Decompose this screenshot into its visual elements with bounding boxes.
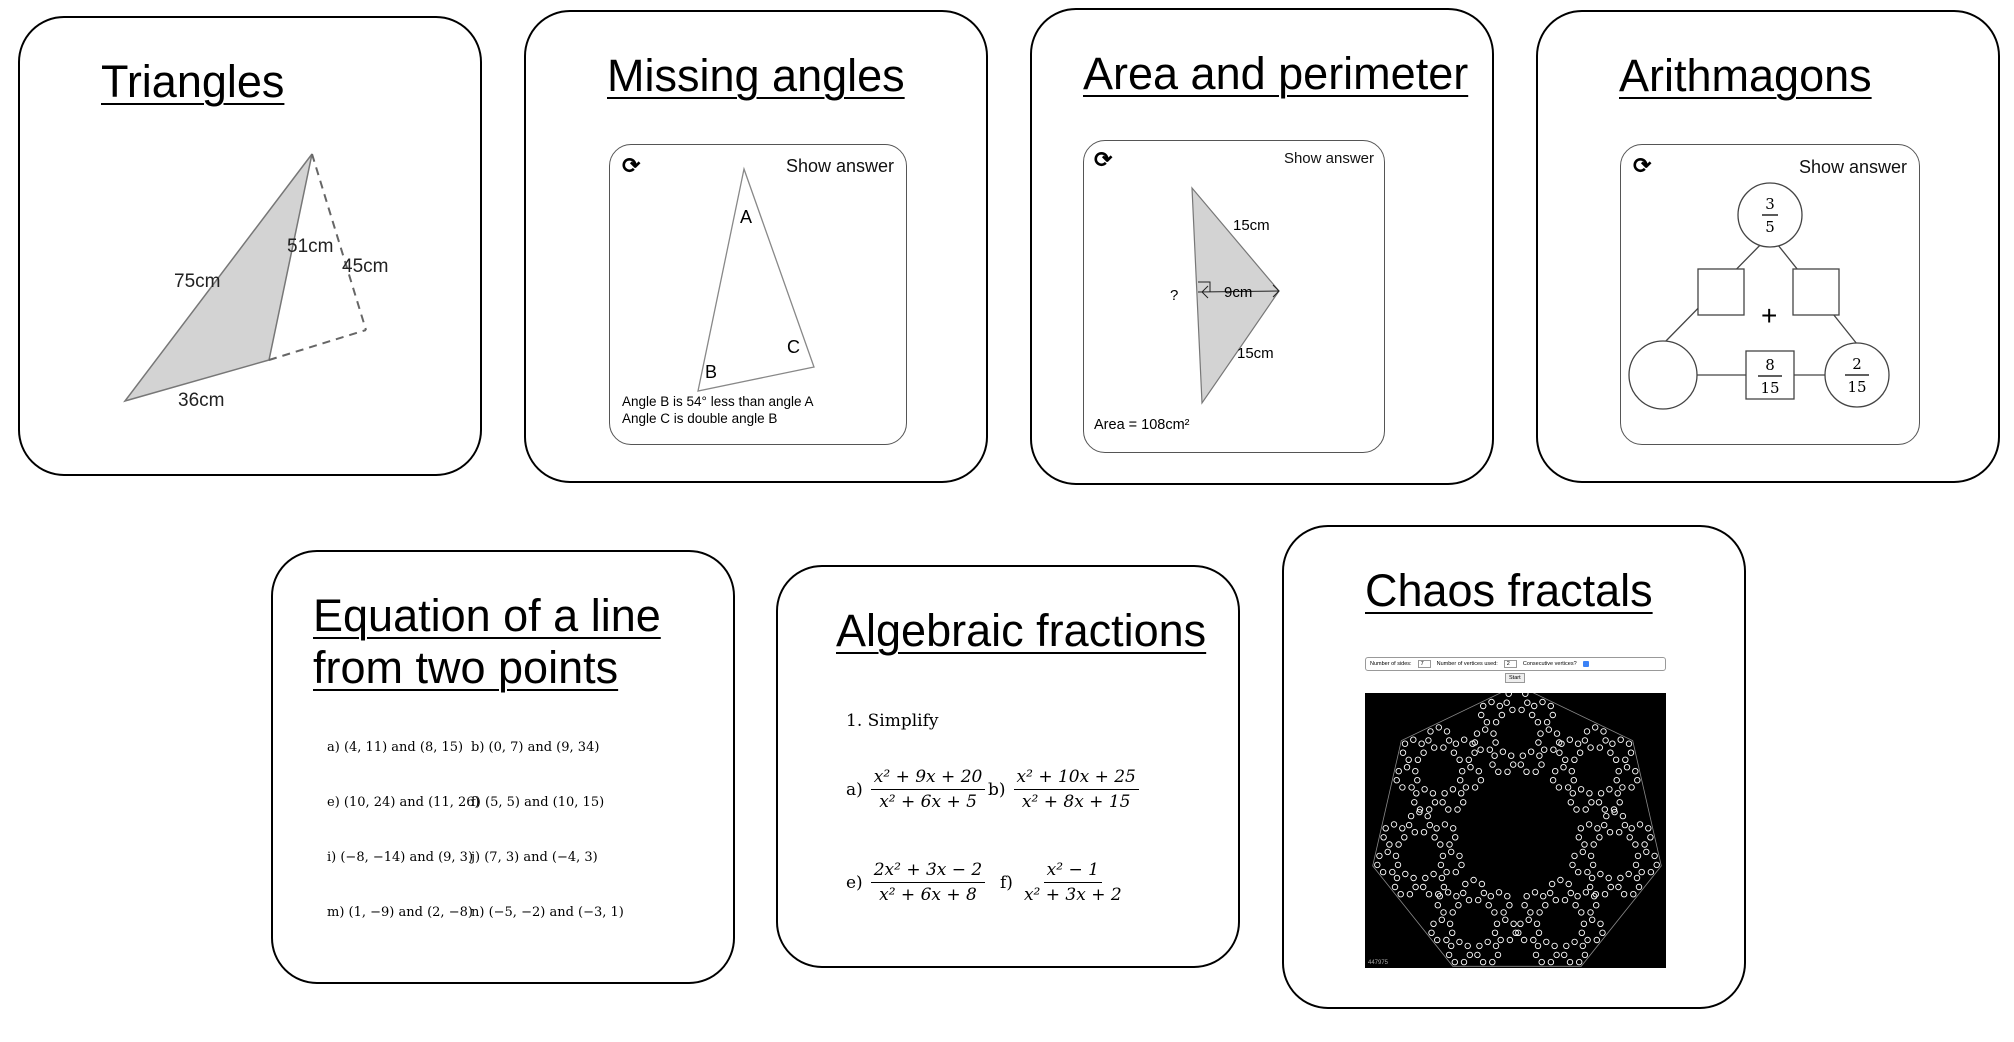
arithmagons-widget: ⟳ Show answer + 3 5 8 15 2 15 <box>1620 144 1920 445</box>
right-num: 2 <box>1852 355 1862 373</box>
fraction-item-a: a) x² + 9x + 20 x² + 6x + 5 <box>846 767 986 812</box>
arithmagons-title: Arithmagons <box>1619 50 1872 101</box>
show-answer-button[interactable]: Show answer <box>1283 150 1374 167</box>
left-box <box>1697 268 1745 316</box>
simplify-heading: 1. Simplify <box>846 711 939 731</box>
refresh-icon[interactable]: ⟳ <box>622 153 641 178</box>
sides-input[interactable]: 7 <box>1417 660 1431 668</box>
chaos-fractals-card[interactable]: Chaos fractals Number of sides: 7 Number… <box>1282 525 1746 1009</box>
vertex-a-label: A <box>740 207 752 227</box>
bottom-den: 15 <box>1760 379 1779 397</box>
equation-item: m) (1, −9) and (2, −8) <box>327 905 473 920</box>
fractal-controls: Number of sides: 7 Number of vertices us… <box>1365 657 1666 671</box>
triangles-title: Triangles <box>101 56 285 107</box>
start-button[interactable]: Start <box>1505 673 1525 683</box>
point-counter: 447975 <box>1368 960 1389 966</box>
right-den: 15 <box>1847 378 1866 396</box>
refresh-icon[interactable]: ⟳ <box>1094 147 1113 172</box>
fraction-item-e: e) 2x² + 3x − 2 x² + 6x + 8 <box>846 860 986 905</box>
vertices-input[interactable]: 2 <box>1503 660 1517 668</box>
top-den: 5 <box>1765 218 1775 236</box>
show-answer-button[interactable]: Show answer <box>785 156 894 176</box>
algebraic-fractions-card[interactable]: Algebraic fractions 1. Simplify a) x² + … <box>776 565 1240 968</box>
equation-item: e) (10, 24) and (11, 26) <box>327 795 480 810</box>
label-75cm: 75cm <box>174 271 220 292</box>
missing-angles-title: Missing angles <box>607 50 905 101</box>
shaded-triangle <box>123 153 313 403</box>
equation-line-card[interactable]: Equation of a line from two points a) (4… <box>271 550 735 984</box>
refresh-icon[interactable]: ⟳ <box>1633 153 1652 178</box>
triangles-card[interactable]: Triangles 75cm 51cm 45cm 36cm <box>18 16 482 476</box>
missing-angles-widget: ⟳ Show answer A B C Angle B is 54° less … <box>609 144 907 445</box>
show-answer-button[interactable]: Show answer <box>1798 157 1907 177</box>
side-bottom-label: 15cm <box>1237 345 1274 362</box>
bottom-left-circle <box>1628 340 1698 410</box>
consecutive-checkbox[interactable] <box>1582 661 1589 667</box>
equation-line-title-1: Equation of a line <box>313 590 661 641</box>
right-box <box>1792 268 1840 316</box>
unknown-base-label: ? <box>1170 287 1178 304</box>
area-perimeter-card[interactable]: Area and perimeter ⟳ Show answer 15cm 15… <box>1030 8 1494 485</box>
fractal-graphic <box>1372 693 1662 967</box>
missing-angles-triangle: A B C <box>697 166 815 392</box>
equation-item: b) (0, 7) and (9, 34) <box>471 740 600 755</box>
fractal-canvas: 447975 <box>1365 693 1666 968</box>
area-triangle-diagram: 15cm 15cm 9cm ? <box>1170 186 1280 405</box>
chaos-fractals-title: Chaos fractals <box>1365 565 1653 616</box>
area-text: Area = 108cm² <box>1094 417 1190 433</box>
label-45cm: 45cm <box>342 256 388 277</box>
vertex-c-label: C <box>787 337 800 357</box>
fraction-item-b: b) x² + 10x + 25 x² + 8x + 15 <box>988 767 1139 812</box>
label-51cm: 51cm <box>287 236 333 257</box>
label-36cm: 36cm <box>178 390 224 411</box>
arithmagons-card[interactable]: Arithmagons ⟳ Show answer + 3 5 8 15 2 <box>1536 10 2000 483</box>
equation-line-title-2: from two points <box>313 642 619 693</box>
triangles-diagram: 75cm 51cm 45cm 36cm <box>123 153 388 411</box>
area-perimeter-widget: ⟳ Show answer 15cm 15cm 9cm ? Area = 108… <box>1083 140 1385 453</box>
bottom-num: 8 <box>1765 356 1775 374</box>
missing-angles-clue-2: Angle C is double angle B <box>622 411 778 426</box>
equation-item: i) (−8, −14) and (9, 3) <box>327 850 474 865</box>
algebraic-fractions-title: Algebraic fractions <box>836 605 1207 656</box>
sides-label: Number of sides: <box>1370 661 1412 667</box>
equation-item: n) (−5, −2) and (−3, 1) <box>471 905 624 920</box>
missing-angles-card[interactable]: Missing angles ⟳ Show answer A B C Angle… <box>524 10 988 483</box>
equation-item: j) (7, 3) and (−4, 3) <box>471 850 598 865</box>
fraction-item-f: f) x² − 1 x² + 3x + 2 <box>1000 860 1122 905</box>
equation-item: f) (5, 5) and (10, 15) <box>471 795 605 810</box>
equation-item: a) (4, 11) and (8, 15) <box>327 740 464 755</box>
missing-angles-clue-1: Angle B is 54° less than angle A <box>622 394 814 409</box>
vertex-b-label: B <box>705 362 717 382</box>
side-top-label: 15cm <box>1233 217 1270 234</box>
vertices-label: Number of vertices used: <box>1436 661 1498 667</box>
dashed-edge-right <box>311 153 367 331</box>
area-perimeter-title: Area and perimeter <box>1083 48 1469 99</box>
dashed-edge-bottom <box>268 329 367 361</box>
arithmagon-diagram: + 3 5 8 15 2 15 <box>1628 182 1890 410</box>
fractal-points <box>1374 693 1660 966</box>
plus-sign: + <box>1761 300 1777 331</box>
height-label: 9cm <box>1224 284 1252 301</box>
bottom-box <box>1745 350 1795 400</box>
fractal-outline <box>1372 693 1662 967</box>
top-num: 3 <box>1765 195 1775 213</box>
consecutive-label: Consecutive vertices? <box>1522 661 1577 667</box>
